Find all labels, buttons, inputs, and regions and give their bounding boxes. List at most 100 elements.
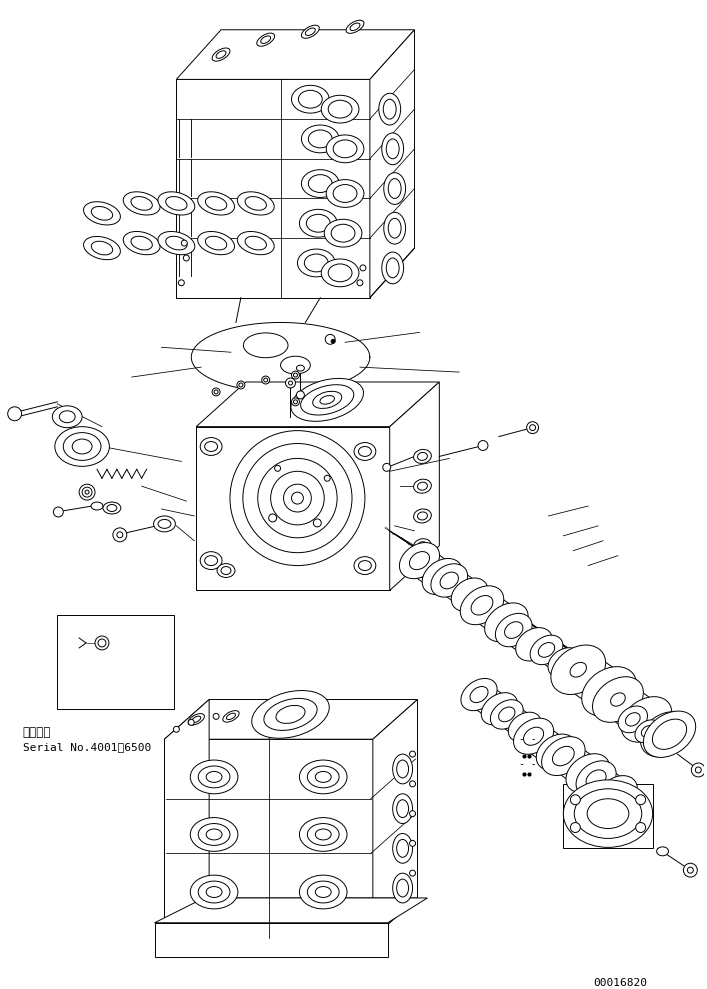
Circle shape <box>291 493 303 504</box>
Polygon shape <box>197 426 390 590</box>
Ellipse shape <box>226 713 235 720</box>
Circle shape <box>409 781 416 787</box>
Ellipse shape <box>354 442 376 461</box>
Circle shape <box>284 485 311 512</box>
Circle shape <box>82 488 92 497</box>
Ellipse shape <box>552 747 574 765</box>
Circle shape <box>85 491 89 494</box>
Ellipse shape <box>325 220 362 247</box>
Ellipse shape <box>276 705 305 723</box>
Circle shape <box>178 280 185 286</box>
Circle shape <box>636 823 645 833</box>
Ellipse shape <box>422 559 462 594</box>
Ellipse shape <box>198 231 235 255</box>
Circle shape <box>288 381 293 385</box>
Ellipse shape <box>563 780 653 848</box>
Circle shape <box>173 726 180 732</box>
Ellipse shape <box>107 504 117 511</box>
Ellipse shape <box>300 818 347 852</box>
Ellipse shape <box>491 699 523 729</box>
Circle shape <box>293 400 298 404</box>
Ellipse shape <box>204 556 218 566</box>
Circle shape <box>269 514 276 522</box>
Text: - -: - - <box>519 734 537 744</box>
Ellipse shape <box>397 800 409 818</box>
Text: Serial No.4001～6500: Serial No.4001～6500 <box>23 742 151 753</box>
Circle shape <box>331 339 335 343</box>
Ellipse shape <box>650 720 682 749</box>
Ellipse shape <box>382 252 404 284</box>
Ellipse shape <box>301 707 310 714</box>
Ellipse shape <box>308 824 339 846</box>
Ellipse shape <box>635 720 660 743</box>
Ellipse shape <box>524 727 544 746</box>
Ellipse shape <box>291 379 363 421</box>
Ellipse shape <box>301 125 339 153</box>
Ellipse shape <box>165 236 187 250</box>
Ellipse shape <box>315 886 331 897</box>
Ellipse shape <box>418 452 428 461</box>
Ellipse shape <box>264 710 273 717</box>
Ellipse shape <box>301 170 339 198</box>
Circle shape <box>214 390 218 394</box>
Circle shape <box>79 485 95 500</box>
Ellipse shape <box>212 48 230 61</box>
Ellipse shape <box>200 437 222 455</box>
Ellipse shape <box>382 133 404 165</box>
Ellipse shape <box>321 95 359 123</box>
Ellipse shape <box>131 197 152 211</box>
Ellipse shape <box>392 794 413 824</box>
Polygon shape <box>197 382 439 426</box>
Circle shape <box>530 424 536 430</box>
Circle shape <box>409 751 416 757</box>
Ellipse shape <box>91 502 103 510</box>
Ellipse shape <box>653 719 686 750</box>
Circle shape <box>117 532 123 538</box>
Polygon shape <box>165 739 373 938</box>
Ellipse shape <box>72 439 92 454</box>
Circle shape <box>409 870 416 876</box>
Circle shape <box>239 383 243 387</box>
Ellipse shape <box>621 696 672 742</box>
Circle shape <box>230 430 365 566</box>
Ellipse shape <box>588 799 629 829</box>
Ellipse shape <box>551 645 606 694</box>
Circle shape <box>325 334 335 344</box>
Ellipse shape <box>484 603 528 642</box>
Circle shape <box>360 265 366 271</box>
Ellipse shape <box>388 179 401 199</box>
Ellipse shape <box>460 585 504 625</box>
Circle shape <box>313 519 321 527</box>
Ellipse shape <box>333 185 357 203</box>
Ellipse shape <box>245 236 267 250</box>
Ellipse shape <box>326 135 364 163</box>
Circle shape <box>296 391 305 399</box>
Ellipse shape <box>350 23 360 31</box>
Ellipse shape <box>641 726 654 737</box>
Circle shape <box>382 464 391 472</box>
Ellipse shape <box>513 718 554 755</box>
Ellipse shape <box>496 613 532 647</box>
Ellipse shape <box>305 28 315 36</box>
Ellipse shape <box>55 426 110 467</box>
Ellipse shape <box>414 509 431 523</box>
Ellipse shape <box>386 258 399 278</box>
Ellipse shape <box>461 678 497 711</box>
Ellipse shape <box>538 643 555 658</box>
Ellipse shape <box>418 512 428 520</box>
Circle shape <box>478 440 488 450</box>
Ellipse shape <box>384 213 406 244</box>
Ellipse shape <box>386 138 399 159</box>
Ellipse shape <box>198 766 230 788</box>
Circle shape <box>243 443 352 553</box>
Ellipse shape <box>252 690 329 738</box>
Circle shape <box>271 472 325 525</box>
Ellipse shape <box>200 552 222 570</box>
Ellipse shape <box>431 564 467 597</box>
Ellipse shape <box>392 873 413 903</box>
Ellipse shape <box>260 708 277 719</box>
Polygon shape <box>155 923 387 957</box>
Ellipse shape <box>206 236 227 250</box>
Circle shape <box>291 371 300 379</box>
Ellipse shape <box>354 557 376 575</box>
